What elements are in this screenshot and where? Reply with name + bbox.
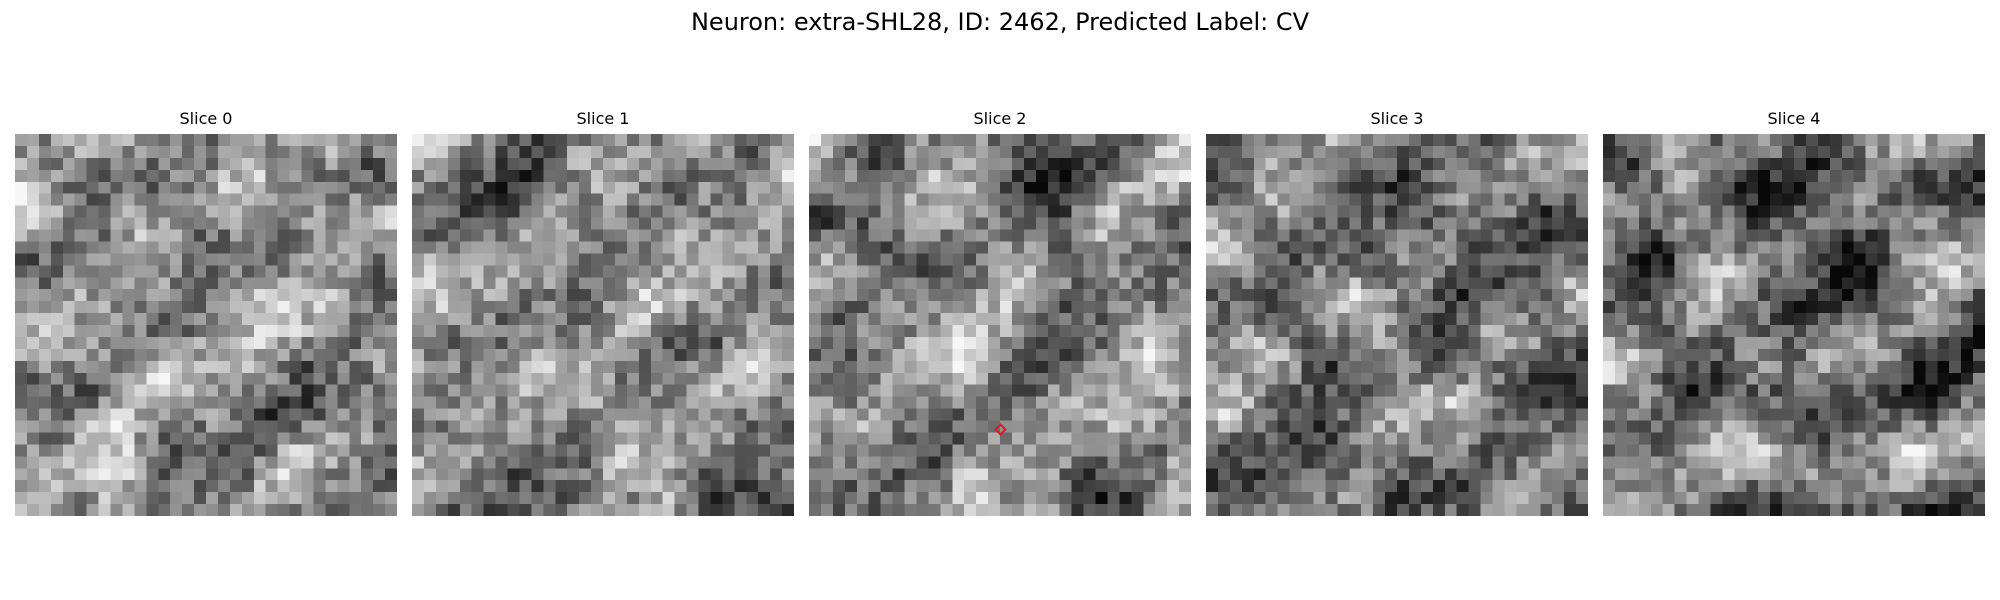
slice-title: Slice 0 (179, 109, 233, 128)
slice-image (1206, 134, 1588, 516)
slice-title: Slice 3 (1370, 109, 1424, 128)
slice-image (1603, 134, 1985, 516)
slice-panel-2: Slice 2 (809, 108, 1191, 516)
slice-panel-1: Slice 1 (412, 108, 794, 516)
slice-panel-4: Slice 4 (1603, 108, 1985, 516)
slice-title: Slice 1 (576, 109, 630, 128)
slice-title: Slice 2 (973, 109, 1027, 128)
slice-image (15, 134, 397, 516)
slice-image (412, 134, 794, 516)
slice-title: Slice 4 (1767, 109, 1821, 128)
slice-image (809, 134, 1191, 516)
slice-panel-0: Slice 0 (15, 108, 397, 516)
figure-title: Neuron: extra-SHL28, ID: 2462, Predicted… (690, 8, 1310, 36)
slice-panel-3: Slice 3 (1206, 108, 1588, 516)
